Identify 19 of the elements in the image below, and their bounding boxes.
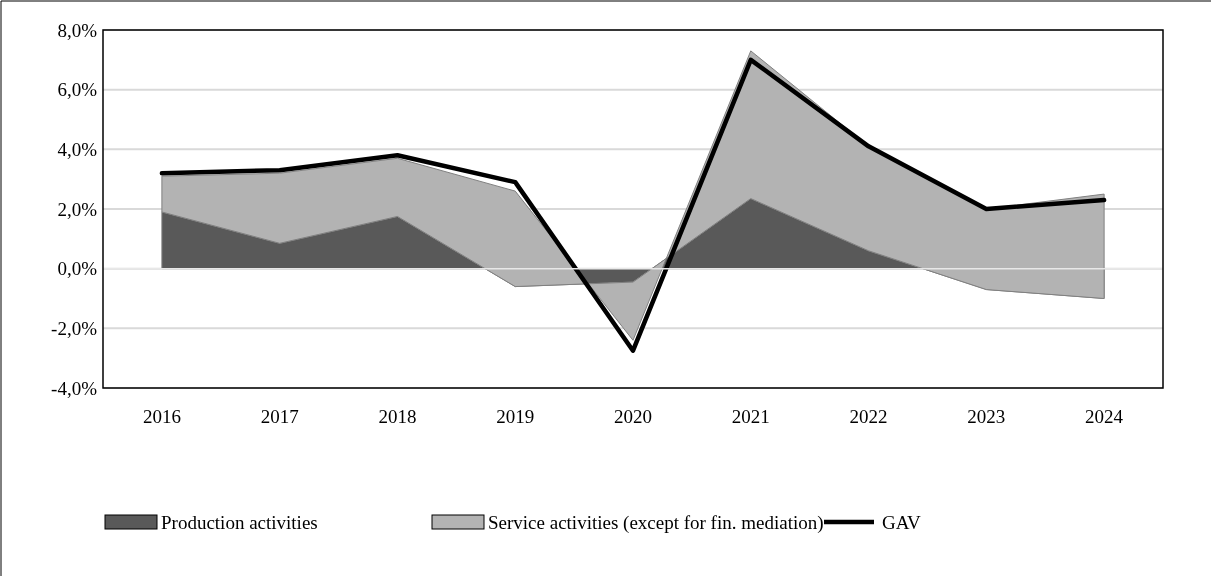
y-tick-label: 0,0% — [57, 258, 98, 280]
x-tick-label: 2024 — [1085, 406, 1124, 427]
x-tick-label: 2018 — [378, 406, 417, 427]
y-tick-label: 2,0% — [57, 198, 98, 220]
legend-label: Service activities (except for fin. mediation) — [488, 511, 824, 534]
legend-label: Production activities — [161, 511, 318, 533]
y-tick-label: 4,0% — [57, 138, 98, 160]
x-tick-label: 2019 — [496, 406, 535, 427]
x-tick-label: 2017 — [260, 406, 299, 427]
x-tick-label: 2021 — [731, 406, 770, 427]
x-tick-label: 2023 — [967, 406, 1006, 427]
y-tick-label: 6,0% — [57, 79, 98, 101]
y-tick-label: -2,0% — [51, 317, 98, 339]
x-tick-label: 2016 — [142, 406, 181, 427]
x-tick-label: 2020 — [614, 406, 652, 427]
y-tick-label: 8,0% — [57, 19, 98, 41]
y-tick-label: -4,0% — [51, 377, 98, 399]
x-tick-label: 2022 — [849, 406, 888, 427]
legend-label: GAV — [882, 511, 921, 533]
